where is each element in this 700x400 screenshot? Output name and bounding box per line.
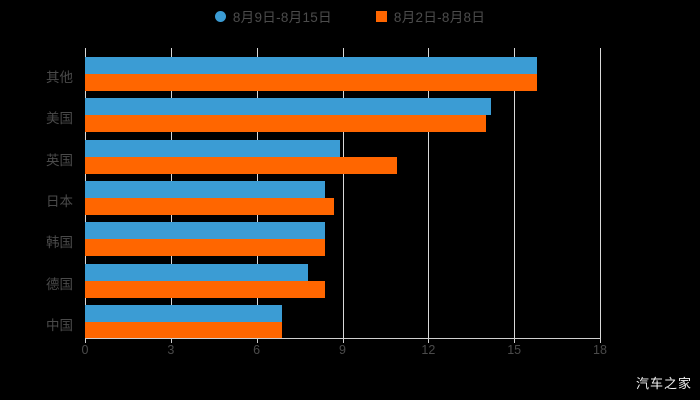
gridline [428,48,430,338]
chart-legend: 8月9日-8月15日 8月2日-8月8日 [0,6,700,26]
x-tick-label: 12 [421,343,436,357]
x-tick-label: 0 [81,343,89,357]
plot-area [85,48,601,339]
watermark-label: 汽车之家 [635,376,692,391]
x-tick-mark [256,338,258,343]
x-tick-mark [514,338,516,343]
bar [85,115,486,133]
bar [85,57,538,74]
bar [85,304,283,322]
bar [85,263,309,281]
gridline [342,48,344,338]
x-tick-mark [85,338,86,343]
x-tick-label: 3 [167,343,175,357]
bar [85,156,397,174]
legend-square-icon [375,10,387,22]
y-axis-label: 英国 [46,152,73,168]
bar [85,98,492,116]
legend-entry[interactable]: 8月2日-8月8日 [375,6,486,26]
x-tick-label: 15 [507,343,522,357]
bar [85,321,283,339]
y-axis-label: 韩国 [46,235,73,251]
x-tick-label: 18 [593,343,607,357]
y-axis-label: 其他 [46,70,73,85]
bar [85,280,326,298]
gridline [514,48,516,338]
y-axis-label: 日本 [46,193,73,209]
bar [85,180,326,198]
legend-label: 8月9日-8月15日 [232,10,332,25]
x-tick-label: 6 [253,343,261,357]
y-axis-label: 德国 [46,276,73,292]
gridline [600,48,601,338]
y-axis-category-labels: 其他美国英国日本韩国德国中国 [0,48,73,338]
bar [85,239,326,257]
x-tick-mark [170,338,172,343]
legend-circle-icon [214,10,226,22]
x-tick-mark [342,338,344,343]
x-tick-mark [428,338,430,343]
x-tick-mark [600,338,601,343]
legend-entry[interactable]: 8月9日-8月15日 [214,6,332,26]
bar [85,222,326,240]
bar [85,74,538,91]
x-tick-label: 9 [339,343,346,357]
legend-label: 8月2日-8月8日 [393,10,486,25]
y-axis-label: 中国 [46,317,73,333]
bar [85,139,340,157]
y-axis-label: 美国 [46,111,73,127]
bar [85,197,334,215]
